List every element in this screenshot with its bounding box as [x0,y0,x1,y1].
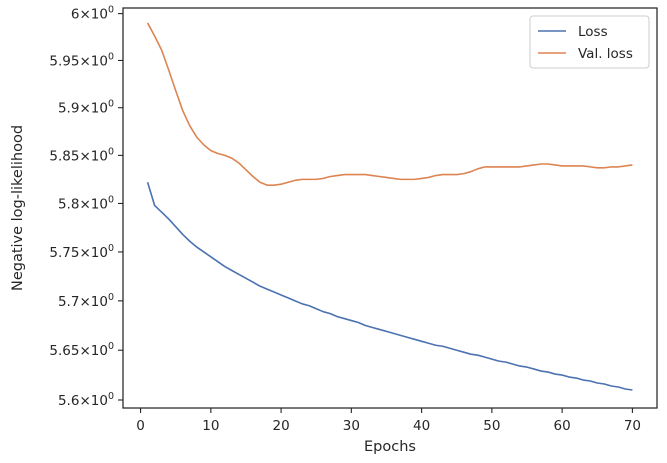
y-tick-times: × [79,343,90,359]
y-tick-exponent: 0 [108,292,114,303]
y-tick-exponent: 0 [108,5,114,16]
y-tick-label: 5.6×100 [58,391,114,409]
y-tick-label: 5.75×100 [49,243,114,261]
y-tick-label: 5.95×100 [49,51,114,69]
y-tick-label: 5.8×100 [58,194,114,212]
x-axis-label: Epochs [364,439,416,455]
y-tick-base: 10 [91,343,108,359]
y-tick-exponent: 0 [108,194,114,205]
y-tick-exponent: 0 [108,51,114,62]
y-tick-mantissa: 5.95 [49,53,79,69]
y-tick-base: 10 [91,148,108,164]
y-tick-exponent: 0 [108,146,114,157]
y-tick-label: 5.65×100 [49,341,114,359]
y-tick-mantissa: 6 [71,7,80,23]
y-tick-mantissa: 5.7 [58,294,79,310]
y-tick-times: × [79,393,90,409]
x-tick-label: 10 [202,418,219,434]
y-tick-mantissa: 5.75 [49,245,79,261]
legend: Loss Val. loss [529,15,650,69]
y-tick-label: 5.7×100 [58,292,114,310]
y-tick-label: 5.9×100 [58,99,114,117]
y-tick-base: 10 [91,196,108,212]
y-tick-mantissa: 5.8 [58,196,79,212]
legend-label: Val. loss [578,46,633,62]
y-tick-base: 10 [91,7,108,23]
y-tick-times: × [79,148,90,164]
y-axis: 5.6×1005.65×1005.7×1005.75×1005.8×1005.8… [49,5,123,409]
x-tick-label: 0 [136,418,145,434]
y-tick-times: × [79,294,90,310]
x-tick-label: 20 [272,418,289,434]
y-tick-exponent: 0 [108,341,114,352]
y-tick-base: 10 [91,53,108,69]
y-tick-base: 10 [91,294,108,310]
y-tick-label: 6×100 [71,5,114,23]
y-tick-times: × [79,101,90,117]
x-axis: 0 10 20 30 40 50 60 70 [136,408,641,434]
x-tick-label: 50 [483,418,500,434]
y-tick-mantissa: 5.85 [49,148,79,164]
series-line-val-loss [146,22,633,186]
y-tick-label: 5.85×100 [49,146,114,164]
y-tick-exponent: 0 [108,243,114,254]
y-tick-times: × [79,245,90,261]
x-tick-label: 70 [624,418,641,434]
x-tick-label: 30 [343,418,360,434]
y-axis-label: Negative log-likelihood [10,125,26,291]
x-tick-label: 60 [554,418,571,434]
y-tick-mantissa: 5.9 [58,101,79,117]
legend-label: Loss [578,24,608,40]
series-line-loss [146,182,633,391]
plot-area [122,7,658,409]
legend-box [529,15,650,69]
y-tick-mantissa: 5.65 [49,343,79,359]
y-tick-times: × [79,196,90,212]
y-tick-base: 10 [91,245,108,261]
y-tick-base: 10 [91,101,108,117]
y-tick-exponent: 0 [108,99,114,110]
y-tick-base: 10 [91,393,108,409]
series-lines [146,22,633,391]
x-tick-label: 40 [413,418,430,434]
y-tick-times: × [79,7,90,23]
y-tick-times: × [79,53,90,69]
y-tick-mantissa: 5.6 [58,393,79,409]
y-tick-exponent: 0 [108,391,114,402]
